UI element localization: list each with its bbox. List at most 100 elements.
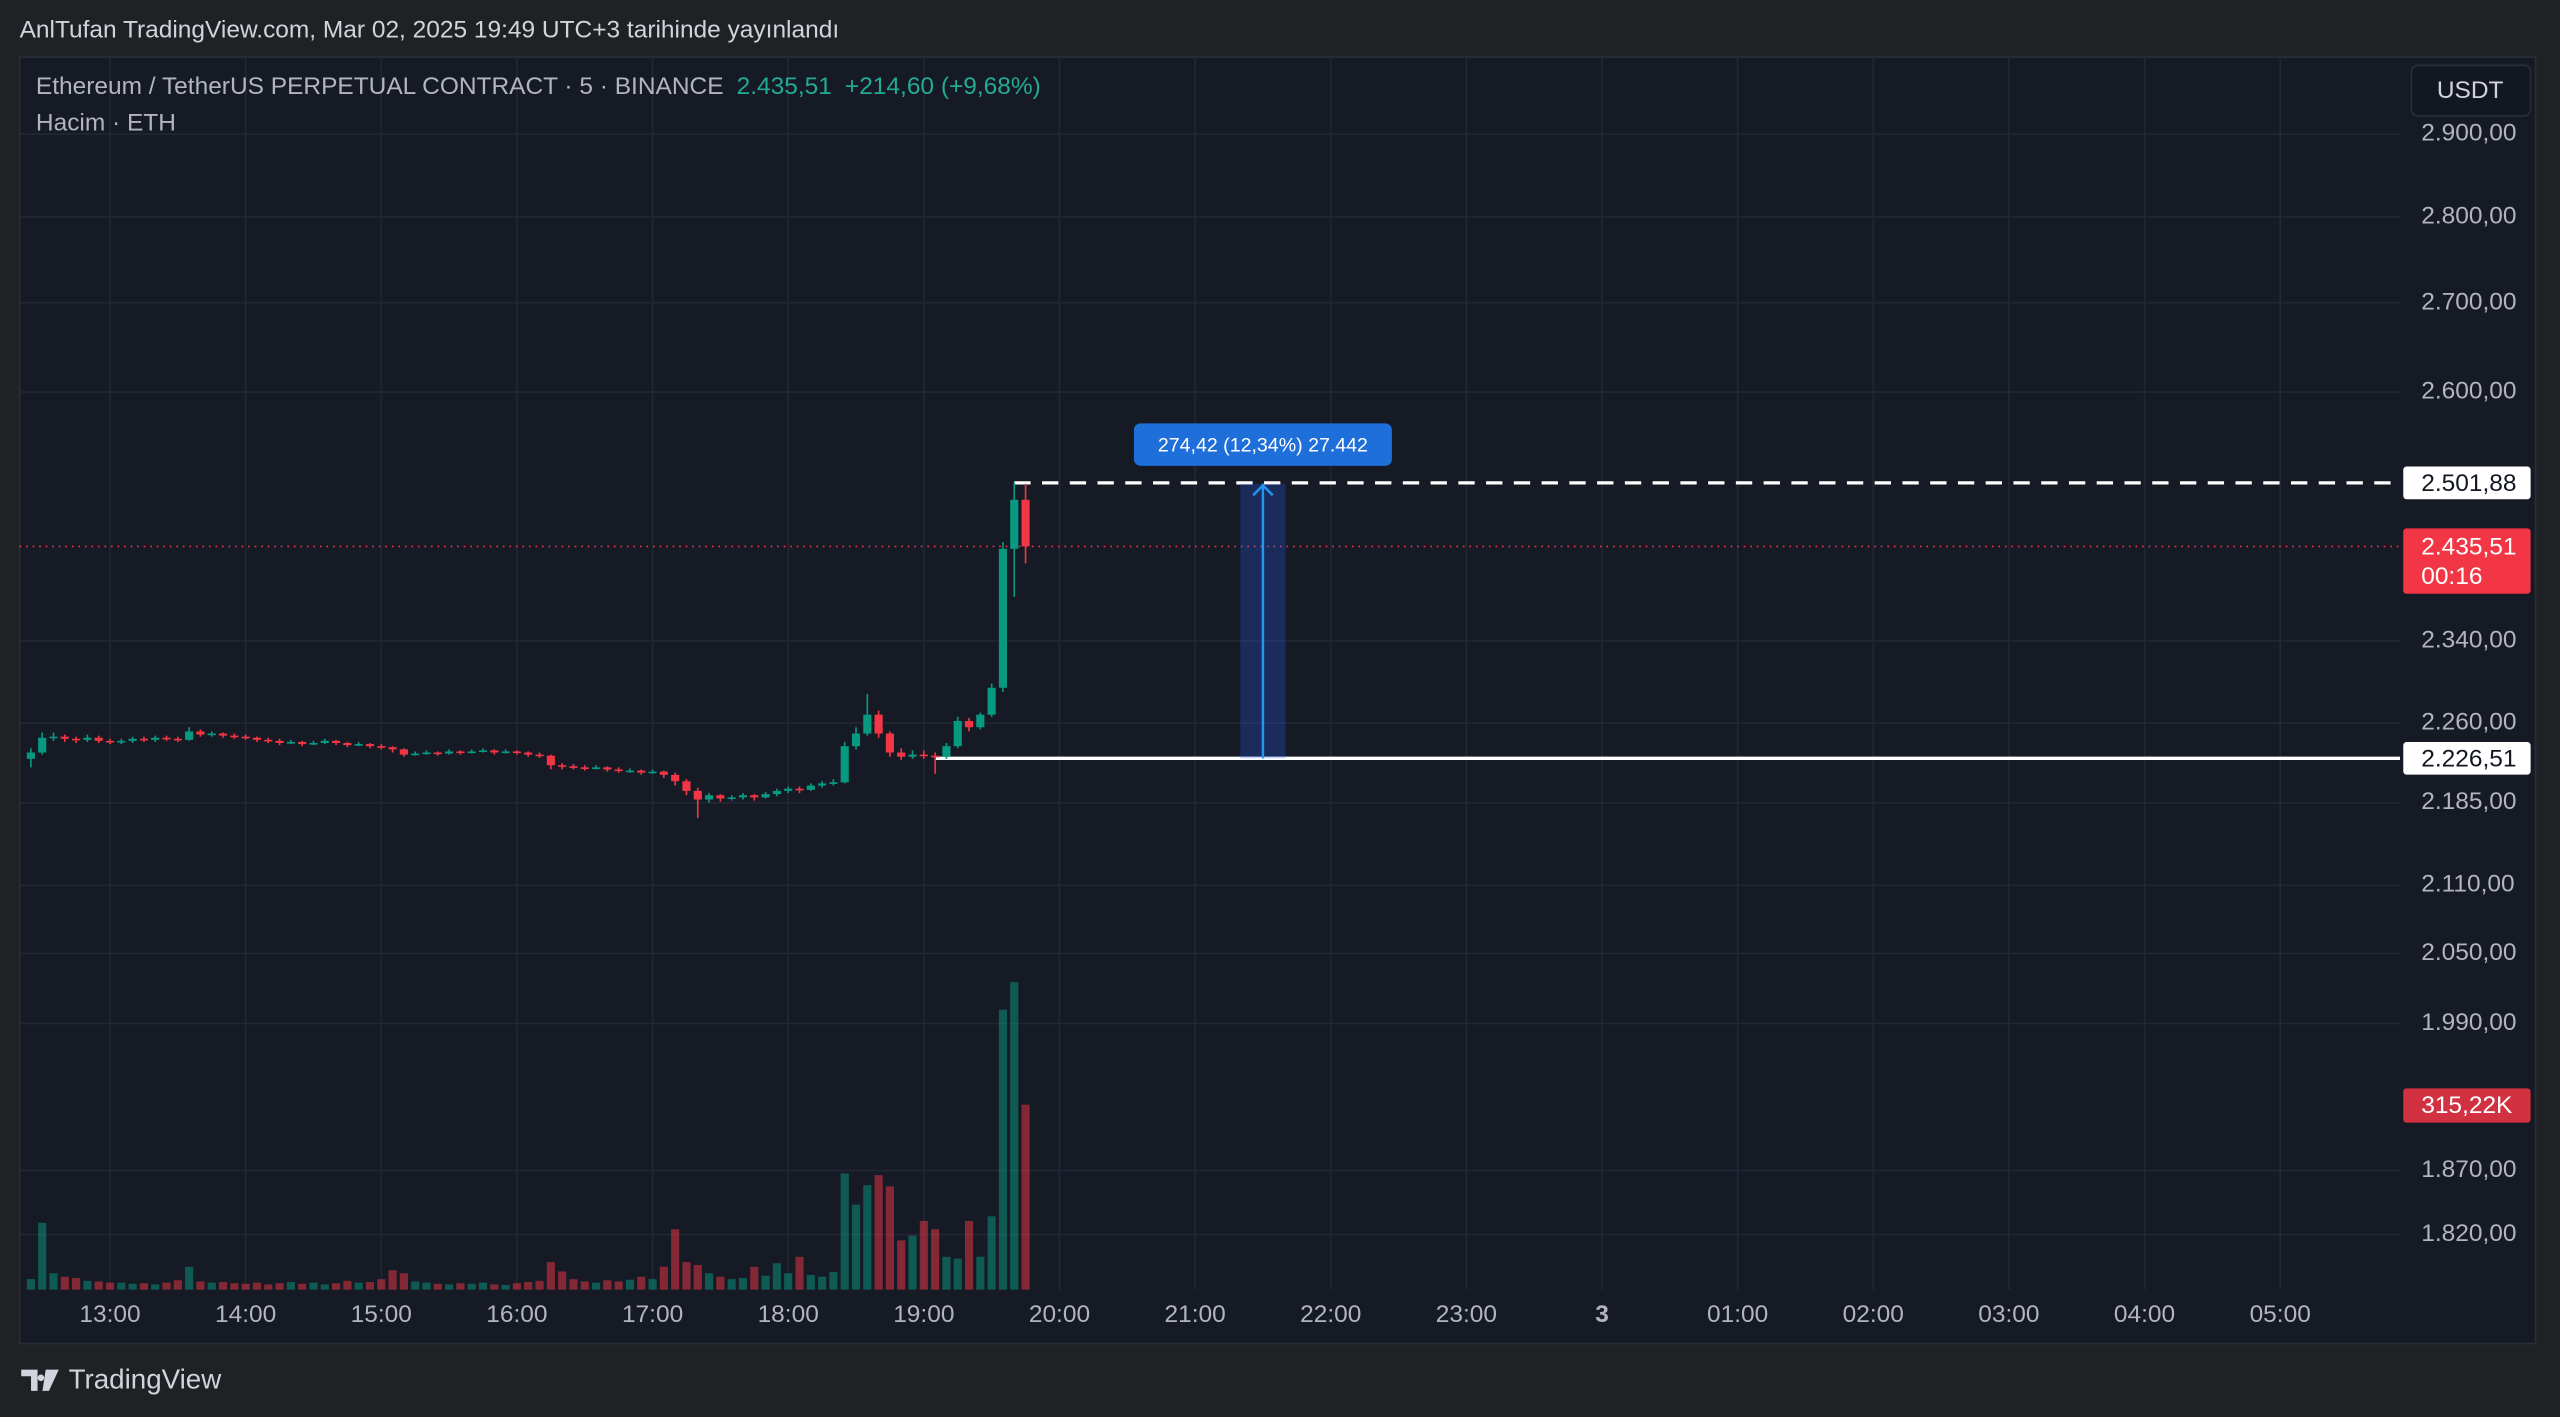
price-line-label-box: [2403, 466, 2531, 500]
volume-bar: [1021, 1104, 1030, 1290]
candle-body: [738, 795, 748, 798]
volume-bar: [784, 1273, 793, 1290]
volume-bar: [94, 1281, 103, 1290]
legend-change: +214,60 (+9,68%): [845, 74, 1041, 101]
volume-bar: [738, 1277, 748, 1290]
volume-bar: [705, 1273, 714, 1290]
candle-body: [648, 771, 657, 774]
volume-bar: [275, 1283, 284, 1290]
x-tick-label: 03:00: [1978, 1301, 2039, 1328]
candle-body: [275, 740, 284, 743]
volume-bar: [750, 1266, 759, 1290]
candle-body: [558, 765, 567, 767]
volume-bar: [72, 1277, 81, 1290]
candle-body: [942, 746, 951, 757]
x-tick-label: 14:00: [215, 1301, 276, 1328]
candle-body: [117, 740, 126, 743]
candle-body: [885, 733, 894, 753]
footer-text: TradingView: [69, 1363, 223, 1394]
candle-body: [772, 790, 781, 795]
candle-body: [750, 795, 759, 798]
currency-button-label[interactable]: USDT: [2437, 77, 2504, 104]
volume-bar: [761, 1275, 770, 1290]
volume-bar: [309, 1282, 318, 1290]
volume-bar: [603, 1280, 612, 1290]
volume-bar: [772, 1263, 781, 1290]
drawings-layer: 274,42 (12,34%) 27.442: [19, 423, 2400, 760]
volume-bar: [218, 1282, 228, 1290]
volume-bar: [919, 1220, 928, 1290]
candle-body: [987, 687, 996, 715]
volume-bar: [671, 1229, 680, 1290]
candle-body: [60, 736, 69, 739]
volume-bar: [558, 1271, 567, 1290]
candle-body: [388, 747, 397, 750]
y-tick-label: 2.340,00: [2421, 626, 2516, 653]
volume-bar: [354, 1282, 363, 1290]
x-tick-label: 02:00: [1843, 1301, 1904, 1328]
volume-bar: [490, 1284, 499, 1290]
volume-bar: [976, 1256, 985, 1290]
volume-bar: [818, 1276, 827, 1290]
volume-bar: [659, 1266, 668, 1290]
volume-bar: [422, 1282, 431, 1290]
x-tick-label: 13:00: [79, 1301, 140, 1328]
volume-bar: [433, 1283, 442, 1290]
volume-bar: [456, 1283, 465, 1290]
candle-body: [456, 751, 465, 754]
volume-bar: [637, 1276, 646, 1290]
volume-bar: [365, 1282, 375, 1290]
volume-bar: [524, 1282, 533, 1290]
volume-bar: [501, 1284, 510, 1290]
volume-bar: [874, 1175, 883, 1290]
y-tick-label: 2.185,00: [2421, 788, 2516, 815]
volume-bar: [264, 1284, 273, 1290]
volume-bar: [26, 1279, 35, 1290]
volume-bar: [343, 1280, 352, 1290]
candle-body: [614, 769, 623, 772]
volume-bar: [625, 1279, 635, 1290]
candle-body: [354, 744, 363, 746]
volume-bar: [230, 1283, 239, 1290]
axis-layer: 2.900,00 2.800,00 2.700,00 2.600,00 2.340,00…: [79, 120, 2531, 1328]
price-line-label: 2.501,88: [2421, 470, 2516, 497]
chart-panel: [18, 56, 2537, 1345]
volume-bar: [196, 1281, 205, 1290]
price-line-label-box: [2403, 741, 2531, 775]
x-tick-label: 21:00: [1164, 1301, 1225, 1328]
volume-bar: [648, 1279, 657, 1290]
y-tick-label: 1.990,00: [2421, 1009, 2516, 1036]
price-line-label: 2.226,51: [2421, 745, 2516, 772]
candle-body: [671, 774, 680, 782]
volume-bar: [151, 1284, 160, 1290]
volume-bar: [399, 1273, 408, 1290]
candle-body: [580, 767, 589, 769]
candle-body: [716, 795, 725, 799]
candle-body: [1021, 499, 1030, 547]
currency-button[interactable]: [2410, 64, 2532, 117]
candle-body: [693, 790, 702, 800]
candle-body: [897, 752, 906, 757]
y-tick-label: 2.260,00: [2421, 709, 2516, 736]
candle-body: [603, 767, 612, 770]
volume-bar: [320, 1284, 329, 1290]
volume-bar: [942, 1256, 951, 1290]
volume-bar: [885, 1186, 894, 1290]
volume-bar: [60, 1276, 69, 1290]
candle-body: [105, 740, 115, 743]
candle-body: [478, 750, 488, 753]
candle-body: [298, 741, 307, 745]
volume-bar: [716, 1276, 725, 1290]
candle-body: [784, 788, 793, 791]
volume-bar: [105, 1282, 115, 1290]
candle-body: [512, 751, 521, 754]
y-tick-label: 2.050,00: [2421, 939, 2516, 966]
candle-body: [399, 749, 408, 755]
x-tick-label: 3: [1595, 1301, 1609, 1328]
candle-body: [320, 740, 329, 743]
volume-bar: [931, 1229, 940, 1290]
candle-body: [162, 737, 171, 740]
candle-body: [535, 754, 544, 757]
